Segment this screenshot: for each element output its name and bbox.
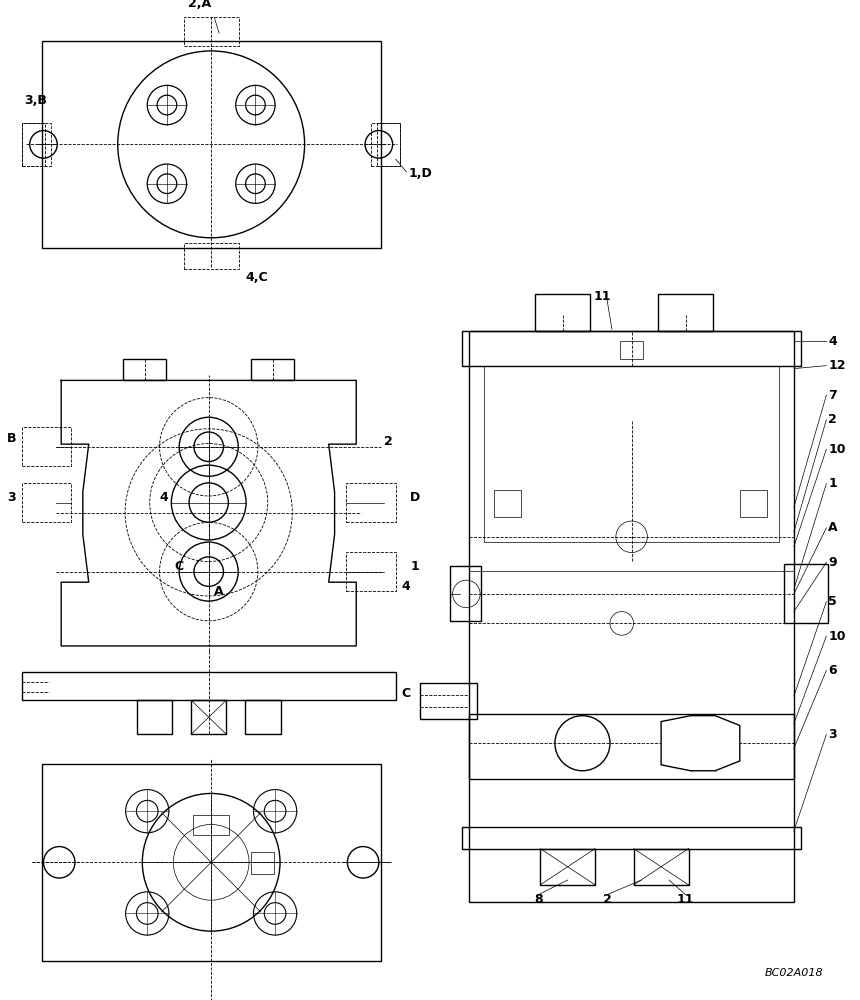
Polygon shape <box>661 716 740 771</box>
Bar <box>484 366 779 542</box>
Text: 4,C: 4,C <box>246 271 268 284</box>
Text: 11: 11 <box>677 893 695 906</box>
Bar <box>450 566 481 621</box>
Bar <box>620 341 643 359</box>
Bar <box>540 849 595 885</box>
Text: 2: 2 <box>603 893 611 906</box>
Bar <box>22 483 71 522</box>
Text: 1: 1 <box>828 477 837 490</box>
Bar <box>41 764 381 961</box>
Bar <box>22 427 71 466</box>
Text: 9: 9 <box>828 556 837 569</box>
Text: BC02A018: BC02A018 <box>765 968 823 978</box>
Text: 2,A: 2,A <box>187 0 211 10</box>
Text: 12: 12 <box>828 359 846 372</box>
Bar <box>41 41 381 248</box>
Bar <box>470 714 794 779</box>
Bar <box>784 564 828 623</box>
Text: 5: 5 <box>828 595 837 608</box>
Bar <box>191 700 226 734</box>
Bar <box>634 849 689 885</box>
Text: 10: 10 <box>828 630 846 643</box>
Bar <box>22 123 46 166</box>
Bar <box>377 123 401 166</box>
Bar <box>22 672 396 700</box>
Bar <box>123 359 167 380</box>
Text: B: B <box>7 432 16 445</box>
Text: A: A <box>213 585 224 598</box>
Text: 8: 8 <box>534 893 543 906</box>
Text: 3: 3 <box>7 491 15 504</box>
Bar <box>245 700 280 734</box>
Text: A: A <box>828 521 838 534</box>
Bar <box>740 490 767 517</box>
Bar <box>251 359 294 380</box>
Text: 11: 11 <box>593 290 611 303</box>
Text: 3: 3 <box>828 728 837 741</box>
Text: 7: 7 <box>828 389 837 402</box>
Text: C: C <box>175 560 183 573</box>
Bar <box>463 827 801 849</box>
Text: 1: 1 <box>410 560 419 573</box>
Text: 4: 4 <box>160 491 169 504</box>
Bar <box>470 571 794 714</box>
Bar <box>184 17 239 46</box>
Bar <box>250 852 274 874</box>
Text: 2: 2 <box>828 413 837 426</box>
Bar <box>184 243 239 269</box>
Bar <box>535 294 590 331</box>
Bar <box>421 683 477 719</box>
Text: 4: 4 <box>402 580 410 593</box>
Bar <box>494 490 521 517</box>
Text: 2: 2 <box>384 435 392 448</box>
Bar <box>371 123 401 166</box>
Bar <box>194 815 229 835</box>
Text: D: D <box>410 491 421 504</box>
Text: 1,D: 1,D <box>408 167 432 180</box>
Bar <box>347 483 396 522</box>
Bar <box>137 700 172 734</box>
Text: 4: 4 <box>828 335 837 348</box>
Bar <box>463 331 801 366</box>
Bar <box>22 123 52 166</box>
Text: 3,B: 3,B <box>24 94 46 107</box>
Bar <box>347 552 396 591</box>
Bar <box>658 294 713 331</box>
Text: C: C <box>402 687 410 700</box>
Bar <box>470 331 794 902</box>
Text: 10: 10 <box>828 443 846 456</box>
Text: 6: 6 <box>828 664 837 677</box>
